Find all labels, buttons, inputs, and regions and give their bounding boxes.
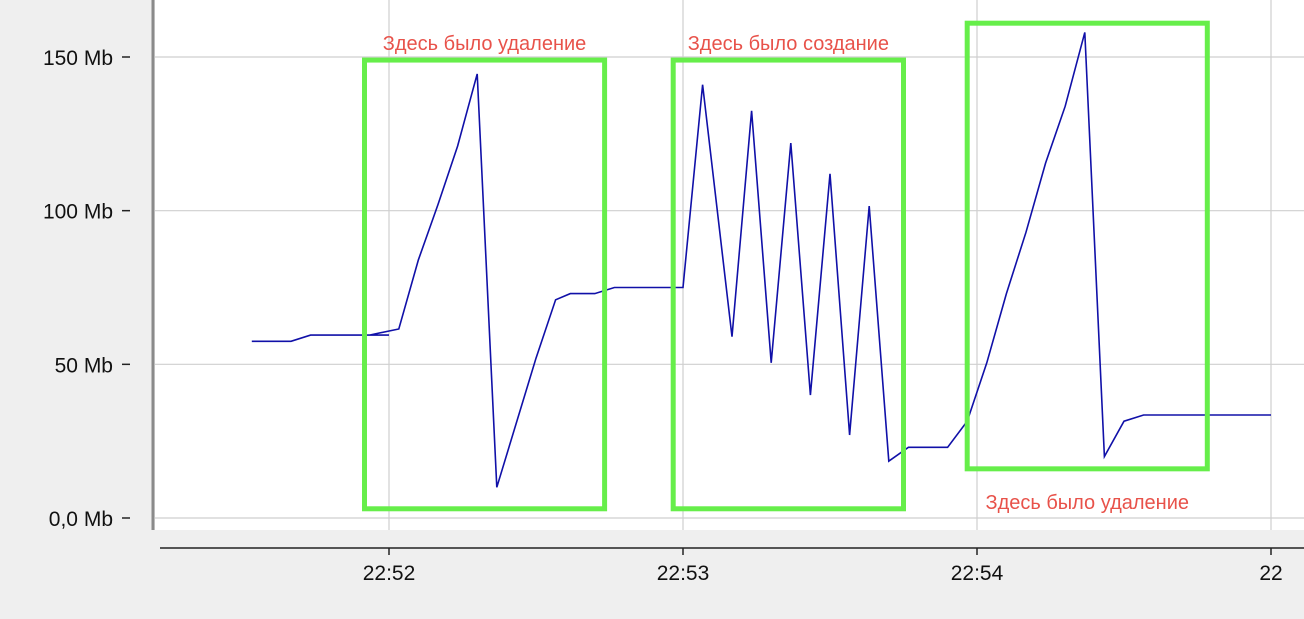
annotation-label-2: Здесь было удаление bbox=[985, 492, 1189, 514]
annotation-box-0 bbox=[362, 57, 608, 512]
y-tick-label-2: 100 Mb bbox=[43, 201, 113, 224]
y-tick-label-3: 150 Mb bbox=[43, 47, 113, 70]
y-tick-label-1: 50 Mb bbox=[55, 354, 113, 377]
x-tick-label-2: 22:54 bbox=[951, 562, 1004, 585]
annotation-box-1 bbox=[670, 57, 907, 512]
y-tick-label-0: 0,0 Mb bbox=[49, 508, 113, 531]
x-tick-label-1: 22:53 bbox=[657, 562, 710, 585]
plot-area bbox=[155, 0, 1304, 530]
annotation-box-2 bbox=[964, 20, 1210, 472]
x-tick-label-0: 22:52 bbox=[363, 562, 416, 585]
x-tick-label-3: 22 bbox=[1259, 562, 1282, 585]
annotation-label-1: Здесь было создание bbox=[688, 33, 889, 55]
annotation-label-0: Здесь было удаление bbox=[383, 33, 587, 55]
series-line-0 bbox=[251, 32, 1271, 488]
